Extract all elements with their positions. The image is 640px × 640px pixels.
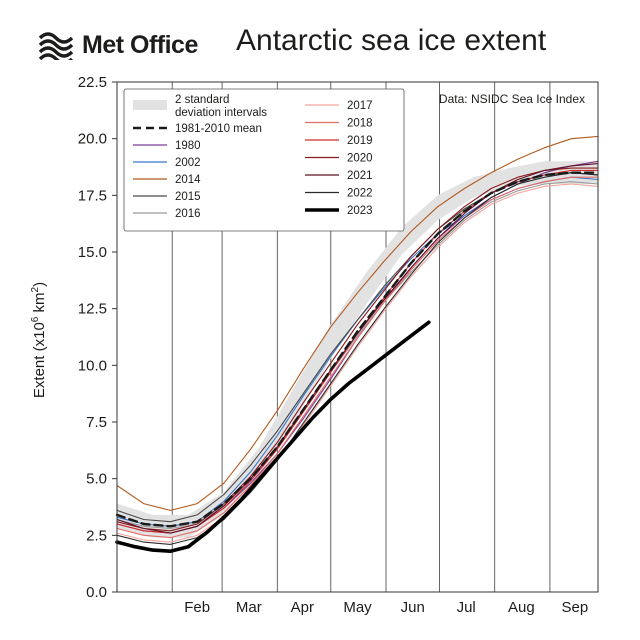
legend-entry-right-2-label: 2019 xyxy=(347,135,373,147)
series-line-2017 xyxy=(116,183,599,543)
legend-entry-right-3-label: 2020 xyxy=(347,153,373,165)
legend-entry-left-2-label: 1980 xyxy=(175,140,201,152)
source-note: Data: NSIDC Sea Ice Index xyxy=(439,92,585,106)
x-month-label-feb: Feb xyxy=(184,599,210,616)
y-tick-label-1: 2.5 xyxy=(86,527,107,544)
y-axis-ticks: 0.0 2.5 5.0 7.5 10.0 12.5 15.0 17.5 20.0 22.5 xyxy=(78,74,117,601)
legend-entry-right-1-label: 2018 xyxy=(347,118,373,130)
header: Met Office Antarctic sea ice extent xyxy=(0,0,640,80)
x-month-label-may: May xyxy=(343,599,372,616)
y-tick-label-9: 22.5 xyxy=(78,74,107,91)
legend-entry-left-0-label-line1: 2 standard xyxy=(175,94,229,106)
legend-entry-right-4-label: 2021 xyxy=(347,170,373,182)
x-axis-months: Feb Mar Apr May Jun Jul Aug Sep xyxy=(184,599,588,616)
x-month-label-jun: Jun xyxy=(401,599,425,616)
y-tick-label-2: 5.0 xyxy=(86,471,107,488)
x-month-label-apr: Apr xyxy=(291,599,314,616)
page-title: Antarctic sea ice extent xyxy=(236,24,547,57)
logo-text: Met Office xyxy=(82,30,198,59)
legend-entry-left-5-label: 2015 xyxy=(175,191,201,203)
y-tick-label-6: 15.0 xyxy=(78,244,107,261)
y-label-close: ) xyxy=(31,282,48,287)
y-tick-label-7: 17.5 xyxy=(78,187,107,204)
legend-box xyxy=(123,88,405,232)
y-label-unit: km xyxy=(31,292,48,316)
series-line-2020 xyxy=(116,167,599,532)
y-tick-label-0: 0.0 xyxy=(86,584,107,601)
y-tick-label-3: 7.5 xyxy=(86,414,107,431)
x-month-label-aug: Aug xyxy=(508,599,535,616)
x-month-label-jul: Jul xyxy=(457,599,476,616)
legend-entry-left-3-label: 2002 xyxy=(175,157,201,169)
series-line-2016 xyxy=(116,181,599,530)
met-office-logo: Met Office xyxy=(38,28,198,62)
y-tick-label-5: 12.5 xyxy=(78,301,107,318)
series-line-2022 xyxy=(116,172,599,545)
series-line-2023 xyxy=(115,320,431,554)
series-line-2014 xyxy=(116,135,599,511)
x-month-label-mar: Mar xyxy=(236,599,262,616)
legend-entry-right-5-label: 2022 xyxy=(347,188,373,200)
plot-frame xyxy=(116,81,599,593)
y-label-unit-exponent: 2 xyxy=(30,286,41,292)
legend-entry-left-6-label: 2016 xyxy=(175,208,201,220)
series-lines xyxy=(115,135,600,554)
y-label-exponent: 6 xyxy=(30,316,41,322)
y-axis-label: Extent (x106 km2) xyxy=(30,282,48,398)
y-tick-label-8: 20.0 xyxy=(78,131,107,148)
x-month-label-sep: Sep xyxy=(561,599,588,616)
legend-entry-left-0-swatch xyxy=(133,100,167,110)
legend-entry-right-6-label: 2023 xyxy=(347,205,373,217)
legend-entry-left-4-label: 2014 xyxy=(175,174,201,186)
legend-entry-left-0-label-line2: deviation intervals xyxy=(175,107,267,119)
series-line-2018 xyxy=(116,176,599,539)
legend-entry-right-0-label: 2017 xyxy=(347,100,373,112)
legend-entry-left-1-label: 1981-2010 mean xyxy=(175,123,262,135)
series-line-2021 xyxy=(116,163,599,534)
met-office-wave-logo-icon xyxy=(38,32,74,60)
y-tick-label-4: 10.0 xyxy=(78,357,107,374)
series-line-1981-2010-mean xyxy=(115,171,600,528)
